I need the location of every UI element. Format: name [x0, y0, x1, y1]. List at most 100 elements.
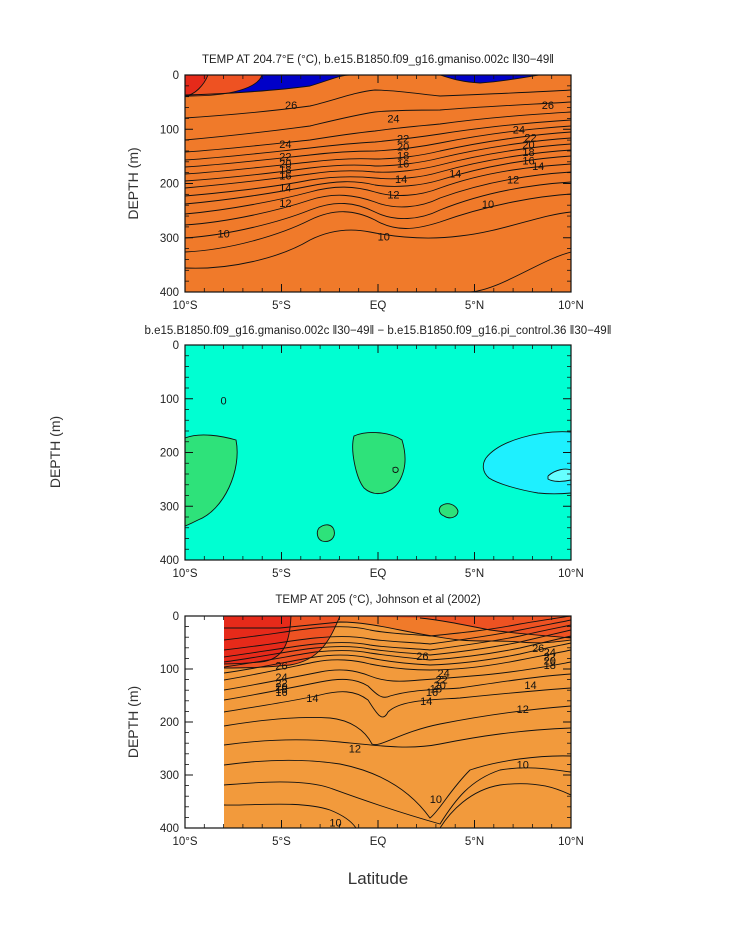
x-tick-label: 5°N	[465, 300, 484, 312]
panel-1-y-axis-label: DEPTH (m)	[125, 147, 141, 219]
panel-1-contour-lines	[185, 75, 571, 292]
contour-label: 14	[420, 696, 432, 708]
contour-label: 10	[482, 199, 494, 211]
y-tick-label: 400	[160, 555, 179, 567]
panel-model-temperature: TEMP AT 204.7°E (°C), b.e15.B1850.f09_g1…	[125, 54, 584, 312]
y-tick-label: 300	[160, 501, 179, 513]
contour-label: 12	[279, 198, 291, 210]
panel-2-y-axis-label: DEPTH (m)	[47, 416, 63, 488]
contour-label: 22	[275, 678, 287, 690]
contour-label: 16	[522, 156, 534, 168]
y-tick-label: 300	[160, 770, 179, 782]
contour-label: 26	[542, 100, 554, 112]
contour-label: 26	[275, 660, 287, 672]
warm-anomaly-north	[439, 503, 458, 518]
contour-label: 26	[532, 643, 544, 655]
y-tick-label: 0	[173, 611, 179, 623]
contour-label: 14	[449, 169, 461, 181]
contour-label: 0	[221, 395, 227, 407]
x-tick-label: EQ	[370, 836, 387, 848]
y-tick-label: 400	[160, 823, 179, 835]
contour-label: 22	[397, 133, 409, 145]
contour-label: 24	[387, 113, 399, 125]
contour-label: 18	[397, 150, 409, 162]
contour-label: 10	[378, 232, 390, 244]
contour-label: 18	[522, 147, 534, 159]
warm-anomaly-west	[185, 434, 238, 526]
contour-label: 20	[275, 681, 287, 693]
y-tick-label: 0	[173, 340, 179, 352]
contour-label: 14	[306, 693, 318, 705]
x-tick-label: EQ	[370, 568, 387, 580]
contour-label: 20	[434, 680, 446, 692]
panel-3-contour-lines	[224, 616, 571, 828]
x-tick-label: 5°S	[272, 568, 291, 580]
x-tick-label: 5°S	[272, 836, 291, 848]
y-tick-label: 200	[160, 717, 179, 729]
panel-2-contour-lines	[185, 431, 571, 560]
panel-2-axes: 10°S 5°S EQ 5°N 10°N 0 100 200 300 400	[160, 340, 584, 580]
y-tick-label: 0	[173, 70, 179, 82]
contour-label: 22	[436, 675, 448, 687]
contour-label: 16	[275, 687, 287, 699]
x-tick-label: 10°S	[172, 300, 197, 312]
x-tick-label: 10°N	[558, 300, 584, 312]
x-tick-label: 5°N	[465, 568, 484, 580]
contour-label: 20	[279, 158, 291, 170]
contour-label: 10	[430, 794, 442, 806]
contour-label: 24	[437, 668, 449, 680]
x-axis-label: Latitude	[348, 869, 409, 888]
y-tick-label: 200	[160, 448, 179, 460]
warm-anomaly-equator	[352, 432, 406, 494]
contour-label: 22	[279, 151, 291, 163]
contour-label: 22	[544, 651, 556, 663]
x-tick-label: 5°N	[465, 836, 484, 848]
contour-label: 12	[349, 744, 361, 756]
panel-2-contour-fill	[185, 345, 571, 580]
panel-3-y-axis-label: DEPTH (m)	[125, 686, 141, 758]
contour-label: 12	[517, 704, 529, 716]
contour-label: 14	[532, 161, 544, 173]
panel-2-contour-labels: 0	[221, 395, 227, 407]
contour-label: 20	[544, 656, 556, 668]
x-tick-label: 10°S	[172, 836, 197, 848]
x-tick-label: 10°N	[558, 568, 584, 580]
panel-3-contour-labels: 2624222018161412102624222018161412101026…	[275, 643, 556, 830]
contour-label: 16	[279, 170, 291, 182]
y-tick-label: 400	[160, 287, 179, 299]
contour-label: 18	[430, 684, 442, 696]
panel-2-title: b.e15.B1850.f09_g16.gmaniso.002c ‖30−49‖…	[145, 325, 612, 337]
contour-label: 16	[426, 687, 438, 699]
obs-band-27-28	[224, 616, 571, 668]
contour-label: 24	[279, 139, 291, 151]
contour-label: 18	[275, 684, 287, 696]
contour-label: 26	[285, 100, 297, 112]
contour-label: 22	[524, 132, 536, 144]
panel-observed-temperature: TEMP AT 205 (°C), Johnson et al (2002)	[125, 594, 584, 848]
y-tick-label: 300	[160, 233, 179, 245]
panel-1-title: TEMP AT 204.7°E (°C), b.e15.B1850.f09_g1…	[202, 54, 554, 66]
contour-label: 10	[329, 818, 341, 830]
x-tick-label: EQ	[370, 300, 387, 312]
contour-label: 12	[387, 189, 399, 201]
x-tick-label: 10°S	[172, 568, 197, 580]
contour-label: 10	[517, 759, 529, 771]
contour-label: 20	[397, 142, 409, 154]
contour-label: 14	[279, 182, 291, 194]
panel-difference: b.e15.B1850.f09_g16.gmaniso.002c ‖30−49‖…	[47, 325, 611, 580]
y-tick-label: 100	[160, 124, 179, 136]
contour-label: 26	[416, 651, 428, 663]
cool-anomaly-south	[234, 560, 249, 580]
contour-label: 12	[507, 175, 519, 187]
x-tick-label: 10°N	[558, 836, 584, 848]
panel-3-axes: 10°S 5°S EQ 5°N 10°N 0 100 200 300 400	[160, 611, 584, 848]
contour-label: 24	[513, 124, 525, 136]
contour-label: 18	[544, 660, 556, 672]
contour-label: 24	[275, 672, 287, 684]
contour-label: 24	[544, 647, 556, 659]
obs-band-25-26	[224, 616, 571, 828]
contour-label: 14	[395, 174, 407, 186]
contour-label: 10	[217, 228, 229, 240]
